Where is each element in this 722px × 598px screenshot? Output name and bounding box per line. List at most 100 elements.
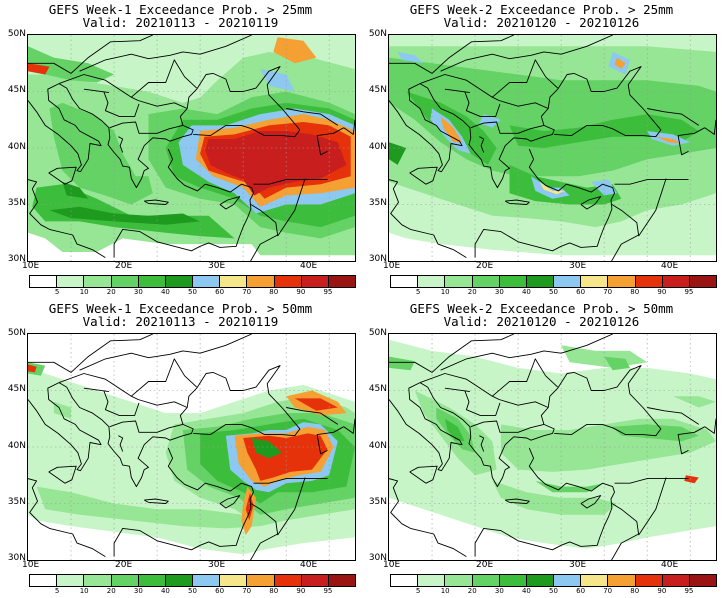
lat-label: 45N bbox=[368, 85, 387, 95]
probability-contour bbox=[539, 181, 566, 195]
colorbar-swatch bbox=[301, 575, 329, 586]
precip-probability-map bbox=[28, 35, 355, 261]
probability-contour bbox=[53, 63, 89, 78]
colorbar-tick-label: 80 bbox=[269, 288, 279, 296]
coastline-border bbox=[389, 179, 467, 258]
lon-label: 10E bbox=[22, 560, 40, 570]
probability-contour bbox=[49, 206, 201, 225]
colorbar-tick-label: 5 bbox=[54, 288, 60, 296]
probability-contour bbox=[28, 364, 37, 373]
colorbar-tick-label: 60 bbox=[576, 288, 586, 296]
colorbar-tick-label: 30 bbox=[494, 288, 504, 296]
coastline-border bbox=[440, 334, 613, 371]
lon-label: 30E bbox=[208, 261, 226, 271]
coastline-border bbox=[444, 387, 470, 393]
coastline-border bbox=[704, 119, 716, 135]
coastline-border bbox=[28, 478, 106, 557]
colorbar-tick-label: 70 bbox=[603, 288, 613, 296]
lon-label: 40E bbox=[661, 560, 679, 570]
coastline-border bbox=[647, 407, 700, 425]
lat-label: 30N bbox=[7, 254, 26, 264]
colorbar-swatch bbox=[554, 276, 582, 287]
colorbar-tick-label: 10 bbox=[79, 587, 89, 595]
colorbar-tick-label: 20 bbox=[106, 288, 116, 296]
coastline-border bbox=[492, 358, 559, 397]
colorbar-tick-label: 95 bbox=[684, 288, 694, 296]
lon-label: 20E bbox=[115, 261, 133, 271]
colorbar-swatch bbox=[84, 575, 112, 586]
coastline-border bbox=[316, 426, 345, 455]
coastline-border bbox=[109, 420, 184, 433]
coastline-border bbox=[389, 382, 463, 472]
colorbar-tick-label: 70 bbox=[242, 288, 252, 296]
coastline-border bbox=[419, 74, 549, 109]
probability-contour bbox=[444, 418, 465, 442]
colorbar-swatch bbox=[581, 276, 609, 287]
coastline-border bbox=[250, 503, 279, 560]
colorbar-swatch bbox=[138, 276, 166, 287]
coastline-border bbox=[492, 59, 559, 98]
colorbar-tick-label: 10 bbox=[79, 288, 89, 296]
probability-contour bbox=[604, 356, 630, 371]
colorbar-tick-label: 70 bbox=[242, 587, 252, 595]
panel-week2-25mm: GEFS Week-2 Exceedance Prob. > 25mm Vali… bbox=[361, 0, 722, 299]
map-area bbox=[27, 333, 356, 561]
coastline-border bbox=[614, 179, 689, 185]
probability-contour bbox=[673, 396, 716, 408]
lat-label: 50N bbox=[7, 29, 26, 39]
lat-label: 30N bbox=[368, 553, 387, 563]
colorbar-swatch bbox=[247, 575, 275, 586]
colorbar-tick-label: 40 bbox=[521, 587, 531, 595]
colorbar bbox=[29, 574, 356, 587]
colorbar-tick-label: 80 bbox=[269, 587, 279, 595]
coastline-border bbox=[316, 127, 345, 156]
colorbar-swatch bbox=[111, 276, 139, 287]
probability-contour bbox=[53, 401, 71, 419]
colorbar-swatch bbox=[662, 575, 690, 586]
coastline-border bbox=[79, 35, 252, 72]
coastline-border bbox=[464, 91, 501, 117]
colorbar-swatch bbox=[445, 575, 473, 586]
coastline-border bbox=[48, 465, 77, 484]
coastline-border bbox=[409, 465, 438, 484]
colorbar-swatch bbox=[608, 276, 636, 287]
colorbar-swatch bbox=[526, 575, 555, 586]
coastline-border bbox=[286, 108, 339, 126]
coastline-border bbox=[219, 196, 241, 210]
coastline-border bbox=[389, 35, 514, 74]
coastline-border bbox=[580, 196, 602, 210]
lat-label: 50N bbox=[368, 328, 387, 338]
coastline-border bbox=[58, 373, 188, 408]
lat-label: 35N bbox=[7, 198, 26, 208]
coastline-border bbox=[83, 387, 109, 393]
lon-label: 10E bbox=[22, 261, 40, 271]
probability-contour bbox=[479, 114, 501, 128]
probability-contour bbox=[49, 102, 153, 205]
coastline-border bbox=[389, 83, 463, 173]
lat-label: 50N bbox=[7, 328, 26, 338]
colorbar-tick-label: 50 bbox=[188, 288, 197, 296]
panel-week1-50mm: GEFS Week-1 Exceedance Prob. > 50mm Vali… bbox=[0, 299, 361, 598]
coastline-border bbox=[638, 477, 667, 536]
probability-contour bbox=[591, 179, 617, 196]
lon-label: 40E bbox=[300, 560, 318, 570]
coastline-border bbox=[611, 503, 640, 560]
coastline-border bbox=[131, 59, 198, 98]
coastline-border bbox=[440, 35, 613, 72]
lat-label: 35N bbox=[368, 497, 387, 507]
colorbar-tick-label: 80 bbox=[630, 587, 640, 595]
coastline-border bbox=[58, 74, 188, 109]
coastline-border bbox=[611, 204, 640, 261]
lat-label: 45N bbox=[7, 384, 26, 394]
map-area bbox=[27, 34, 356, 262]
colorbar-tick-label: 5 bbox=[54, 587, 60, 595]
colorbar-swatch bbox=[391, 575, 419, 586]
panel-valid-dates: Valid: 20210120 - 20210126 bbox=[443, 314, 640, 329]
coastline-border bbox=[253, 179, 328, 185]
colorbar-swatch bbox=[581, 575, 609, 586]
lon-label: 30E bbox=[569, 261, 587, 271]
coastline-border bbox=[250, 204, 279, 261]
coastline-border bbox=[479, 435, 485, 452]
coastline-border bbox=[79, 334, 252, 371]
colorbar-swatch bbox=[193, 276, 221, 287]
